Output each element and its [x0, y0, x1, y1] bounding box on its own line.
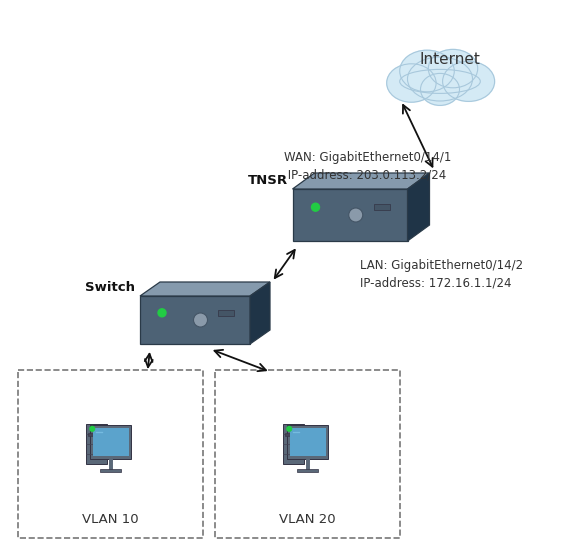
Bar [285, 433, 302, 436]
Ellipse shape [387, 64, 436, 102]
Bar [88, 433, 105, 436]
Bar [90, 425, 132, 459]
Polygon shape [140, 296, 250, 344]
Text: Internet: Internet [419, 52, 480, 67]
Polygon shape [292, 173, 430, 189]
Bar [18, 370, 203, 538]
Polygon shape [292, 189, 408, 241]
Bar [100, 469, 121, 472]
Bar [297, 469, 318, 472]
Bar [218, 310, 234, 316]
Bar [289, 428, 325, 456]
Ellipse shape [428, 49, 478, 88]
Bar [93, 428, 129, 456]
Circle shape [194, 313, 208, 327]
Text: Switch: Switch [85, 281, 135, 294]
Bar [283, 424, 304, 464]
Bar [287, 425, 328, 459]
Circle shape [349, 208, 362, 222]
Ellipse shape [400, 50, 454, 92]
Text: VLAN 10: VLAN 10 [82, 513, 139, 526]
Bar [86, 424, 107, 464]
Text: WAN: GigabitEthernet0/14/1
 IP-address: 203.0.113.2/24: WAN: GigabitEthernet0/14/1 IP-address: 2… [285, 151, 452, 182]
Circle shape [287, 426, 292, 431]
Ellipse shape [420, 73, 459, 106]
Bar [215, 370, 400, 538]
Polygon shape [408, 173, 430, 241]
Circle shape [90, 426, 95, 431]
Polygon shape [250, 282, 270, 344]
Circle shape [311, 203, 320, 211]
Circle shape [158, 309, 166, 317]
Text: LAN: GigabitEthernet0/14/2
IP-address: 172.16.1.1/24: LAN: GigabitEthernet0/14/2 IP-address: 1… [360, 259, 523, 290]
Text: VLAN 20: VLAN 20 [279, 513, 336, 526]
Text: TNSR: TNSR [248, 174, 288, 187]
Ellipse shape [400, 70, 480, 93]
Bar [374, 204, 390, 210]
Polygon shape [140, 282, 270, 296]
Ellipse shape [408, 57, 473, 101]
Ellipse shape [443, 61, 495, 101]
